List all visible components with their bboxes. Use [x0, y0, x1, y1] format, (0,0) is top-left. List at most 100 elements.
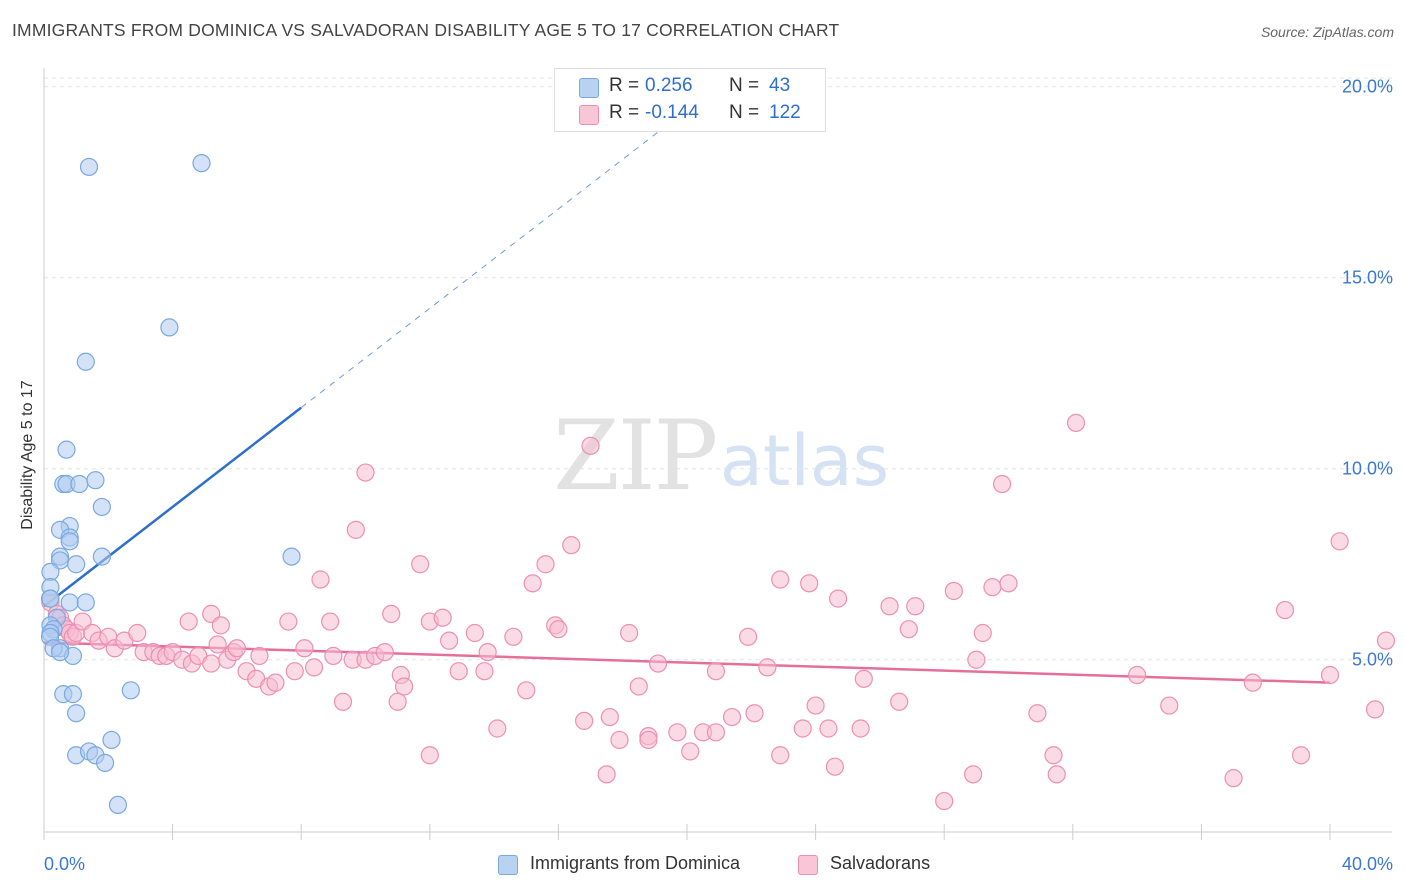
point-salvadoran [311, 570, 330, 589]
point-dominica [95, 753, 115, 772]
point-salvadoran [575, 711, 594, 730]
point-salvadoran [549, 620, 568, 639]
point-salvadoran [758, 658, 777, 677]
legend-label-salvadorans: Salvadorans [830, 853, 931, 873]
point-salvadoran [375, 642, 394, 662]
point-salvadoran [128, 623, 147, 643]
source-credit: Source: ZipAtlas.com [1260, 24, 1394, 40]
point-salvadoran [999, 574, 1018, 593]
legend-swatch-dominica [579, 78, 599, 98]
point-salvadoran [324, 646, 343, 666]
axes [43, 68, 1392, 840]
legend-label-dominica: Immigrants from Dominica [530, 853, 741, 873]
point-dominica [57, 440, 76, 459]
point-dominica [76, 593, 95, 612]
x-tick-label: 40.0% [1342, 854, 1393, 874]
point-dominica [282, 547, 301, 566]
point-salvadoran [1047, 765, 1066, 784]
legend-r-value: 0.256 [645, 75, 693, 96]
point-salvadoran [706, 723, 726, 742]
legend-swatch-salvadorans [798, 855, 818, 875]
legend-r-label: R = [609, 75, 640, 96]
legend-r-value: -0.144 [645, 102, 699, 123]
point-salvadoran [668, 723, 687, 742]
point-salvadoran [202, 654, 221, 673]
point-salvadoran [1376, 631, 1396, 650]
point-salvadoran [880, 597, 899, 616]
point-salvadoran [523, 574, 542, 593]
point-salvadoran [356, 463, 375, 482]
point-salvadoran [1066, 413, 1086, 432]
point-salvadoran [1028, 704, 1047, 723]
point-salvadoran [983, 578, 1002, 597]
legend-n-label: N = [729, 75, 760, 96]
point-dominica [63, 685, 83, 704]
point-salvadoran [1044, 746, 1063, 765]
watermark-atlas: atlas [720, 420, 890, 502]
point-salvadoran [967, 650, 986, 669]
point-salvadoran [1320, 665, 1340, 685]
point-salvadoran [819, 719, 838, 738]
point-dominica [92, 547, 111, 566]
point-salvadoran [250, 646, 269, 666]
point-salvadoran [1291, 746, 1311, 765]
tick-labels: 5.0% 10.0% 15.0% 20.0% 0.0% 40.0% [44, 77, 1393, 874]
point-salvadoran [279, 612, 298, 631]
point-salvadoran [899, 620, 918, 639]
point-salvadoran [1275, 600, 1295, 620]
point-salvadoran [295, 639, 314, 658]
point-salvadoran [620, 623, 639, 643]
point-dominica [50, 642, 70, 662]
legend-n-value: 43 [769, 75, 791, 96]
point-salvadoran [333, 692, 353, 711]
legend-n-value: 122 [769, 102, 801, 123]
point-salvadoran [266, 673, 285, 692]
point-salvadoran [478, 642, 497, 662]
grid-lines [44, 77, 1392, 661]
point-dominica [60, 593, 79, 612]
point-salvadoran [973, 623, 992, 643]
point-dominica [41, 589, 60, 608]
point-salvadoran [1330, 532, 1349, 551]
point-salvadoran [304, 658, 324, 677]
y-tick-label: 15.0% [1342, 268, 1393, 288]
point-salvadoran [439, 631, 459, 650]
point-salvadoran [321, 612, 340, 631]
point-dominica [92, 497, 111, 517]
point-salvadoran [475, 662, 494, 681]
point-salvadoran [562, 536, 581, 555]
point-salvadoran [465, 623, 484, 643]
point-salvadoran [517, 681, 536, 700]
point-salvadoran [1160, 696, 1179, 715]
point-salvadoran [890, 692, 909, 711]
point-salvadoran [1224, 769, 1243, 788]
point-dominica [41, 562, 60, 581]
point-dominica [102, 730, 121, 750]
point-salvadoran [1243, 673, 1262, 692]
series-legend: Immigrants from Dominica Salvadorans [0, 852, 1406, 878]
point-salvadoran [179, 612, 198, 631]
point-salvadoran [825, 757, 844, 776]
point-salvadoran [964, 765, 983, 784]
point-salvadoran [681, 742, 700, 761]
point-salvadoran [1127, 665, 1147, 685]
point-salvadoran [346, 520, 365, 539]
point-dominica [86, 471, 105, 490]
point-salvadoran [420, 746, 439, 765]
y-tick-label: 5.0% [1352, 650, 1393, 670]
point-salvadoran [738, 627, 758, 646]
point-salvadoran [610, 730, 629, 750]
correlation-legend: R = 0.256 N = 43 R = -0.144 N = 122 [554, 68, 826, 132]
point-salvadoran [771, 570, 790, 589]
point-salvadoran [394, 677, 414, 696]
legend-swatch-salvadorans [579, 105, 599, 125]
point-salvadoran [745, 704, 764, 723]
point-dominica [121, 681, 140, 700]
point-salvadoran [800, 574, 819, 593]
point-salvadoran [639, 730, 658, 750]
chart-title: IMMIGRANTS FROM DOMINICA VS SALVADORAN D… [12, 20, 840, 40]
point-salvadoran [285, 662, 304, 681]
legend-n-label: N = [729, 102, 760, 123]
legend-swatch-dominica [498, 855, 518, 875]
data-points [40, 154, 1396, 815]
